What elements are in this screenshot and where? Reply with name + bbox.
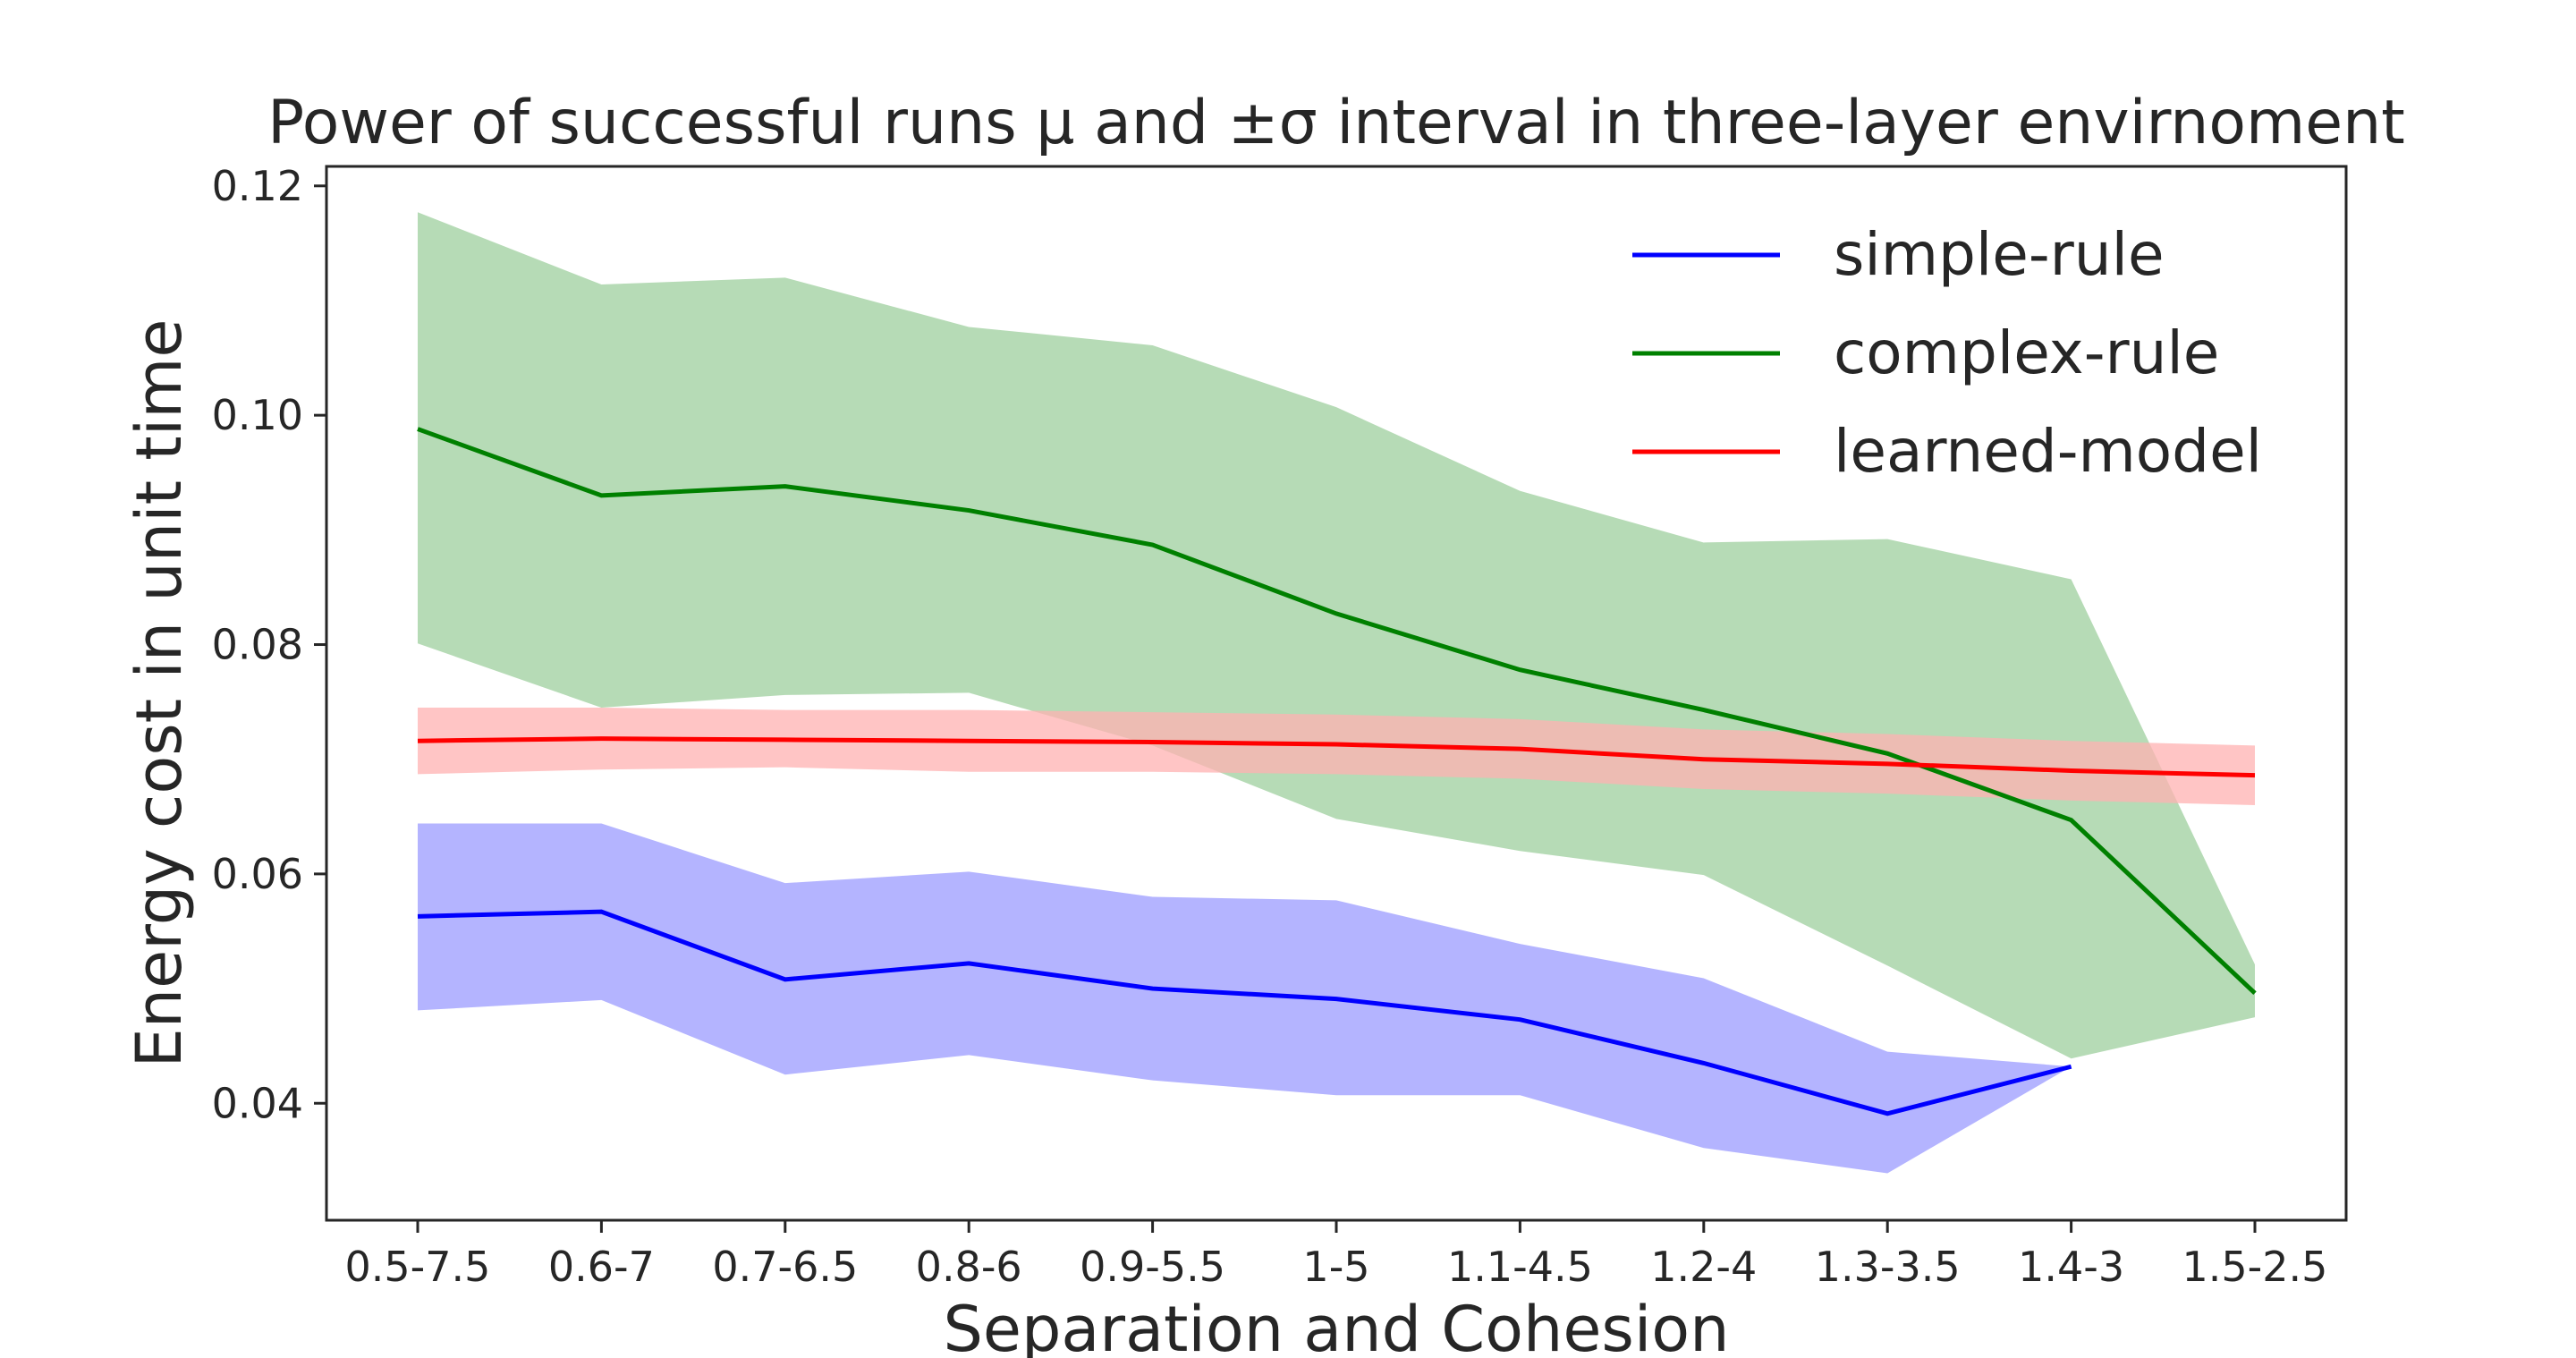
y-tick-label: 0.12 — [212, 162, 303, 210]
complex-rule-band — [418, 212, 2255, 1059]
legend: simple-rule complex-rule learned-model — [1632, 220, 2262, 486]
x-ticks: 0.5-7.5 0.6-7 0.7-6.5 0.8-6 0.9-5.5 1-5 1.1-4.… — [345, 1220, 2328, 1291]
legend-label: simple-rule — [1834, 220, 2165, 289]
x-tick-label: 1.1-4.5 — [1447, 1243, 1593, 1291]
y-tick-label: 0.06 — [212, 850, 303, 898]
lines — [417, 427, 2257, 1116]
y-tick-label: 0.04 — [212, 1079, 303, 1127]
x-tick-label: 0.5-7.5 — [345, 1243, 491, 1291]
y-tick-label: 0.10 — [212, 391, 303, 439]
x-tick-label: 1.3-3.5 — [1815, 1243, 1961, 1291]
y-axis-label: Energy cost in unit time — [123, 319, 196, 1068]
y-tick-label: 0.08 — [212, 621, 303, 669]
x-tick-label: 1-5 — [1302, 1243, 1369, 1291]
y-ticks: 0.04 0.06 0.08 0.10 0.12 — [212, 162, 326, 1127]
chart-title: Power of successful runs μ and ±σ interv… — [267, 88, 2405, 158]
simple-rule-line — [417, 909, 2072, 1116]
x-tick-label: 0.7-6.5 — [712, 1243, 858, 1291]
bands — [418, 212, 2255, 1174]
simple-rule-band — [418, 823, 2072, 1174]
x-tick-label: 0.6-7 — [548, 1243, 655, 1291]
x-tick-label: 0.8-6 — [916, 1243, 1022, 1291]
legend-label: learned-model — [1834, 417, 2262, 486]
x-tick-label: 1.2-4 — [1650, 1243, 1757, 1291]
x-axis-label: Separation and Cohesion — [943, 1293, 1729, 1358]
x-tick-label: 1.4-3 — [2018, 1243, 2124, 1291]
x-tick-label: 0.9-5.5 — [1080, 1243, 1225, 1291]
legend-label: complex-rule — [1834, 318, 2219, 387]
x-tick-label: 1.5-2.5 — [2182, 1243, 2328, 1291]
